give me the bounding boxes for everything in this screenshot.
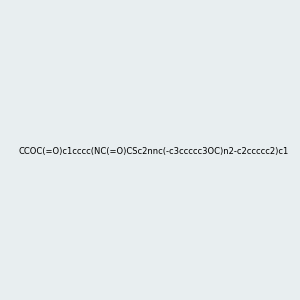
Text: CCOC(=O)c1cccc(NC(=O)CSc2nnc(-c3ccccc3OC)n2-c2ccccc2)c1: CCOC(=O)c1cccc(NC(=O)CSc2nnc(-c3ccccc3OC… — [19, 147, 289, 156]
